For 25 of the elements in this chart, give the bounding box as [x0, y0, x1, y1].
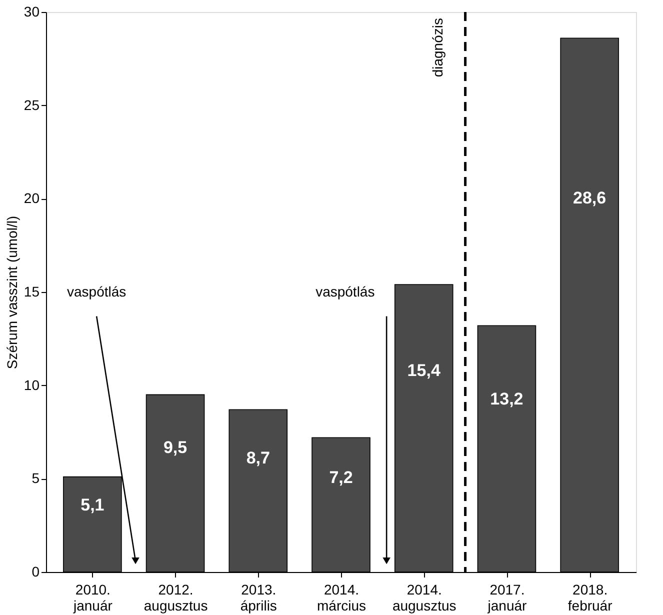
annotation: vaspótlás: [316, 283, 375, 300]
x-tick-label: 2014. augusztus: [392, 582, 456, 614]
data-label: 9,5: [163, 438, 188, 457]
data-label: 8,7: [246, 448, 270, 468]
data-label: 13,2: [490, 390, 524, 409]
y-tick-label: 25: [24, 96, 40, 113]
annotation: vaspótlás: [66, 283, 126, 300]
y-axis-title: Szérum vasszint (umol/l): [4, 216, 20, 370]
data-label: 28,6: [573, 188, 606, 208]
y-tick-label: 5: [32, 470, 40, 486]
y-tick-label: 15: [24, 284, 40, 300]
y-tick-label: 30: [24, 4, 40, 20]
data-label: 7,2: [329, 468, 353, 487]
data-label: 5,1: [80, 495, 104, 514]
y-tick-label: 10: [24, 376, 40, 393]
x-tick-label: 2013. április: [240, 582, 277, 614]
y-tick-label: 0: [32, 564, 40, 580]
x-tick-label: 2010. január: [72, 582, 113, 614]
x-tick-label: 2014. március: [316, 582, 366, 614]
y-tick-label: 20: [24, 190, 40, 206]
x-tick-label: 2012. augusztus: [144, 582, 208, 614]
x-tick-label: 2018. február: [568, 582, 613, 614]
annotation: diagnózis: [429, 18, 446, 78]
x-tick-label: 2017. január: [486, 582, 528, 614]
data-label: 15,4: [407, 360, 441, 380]
